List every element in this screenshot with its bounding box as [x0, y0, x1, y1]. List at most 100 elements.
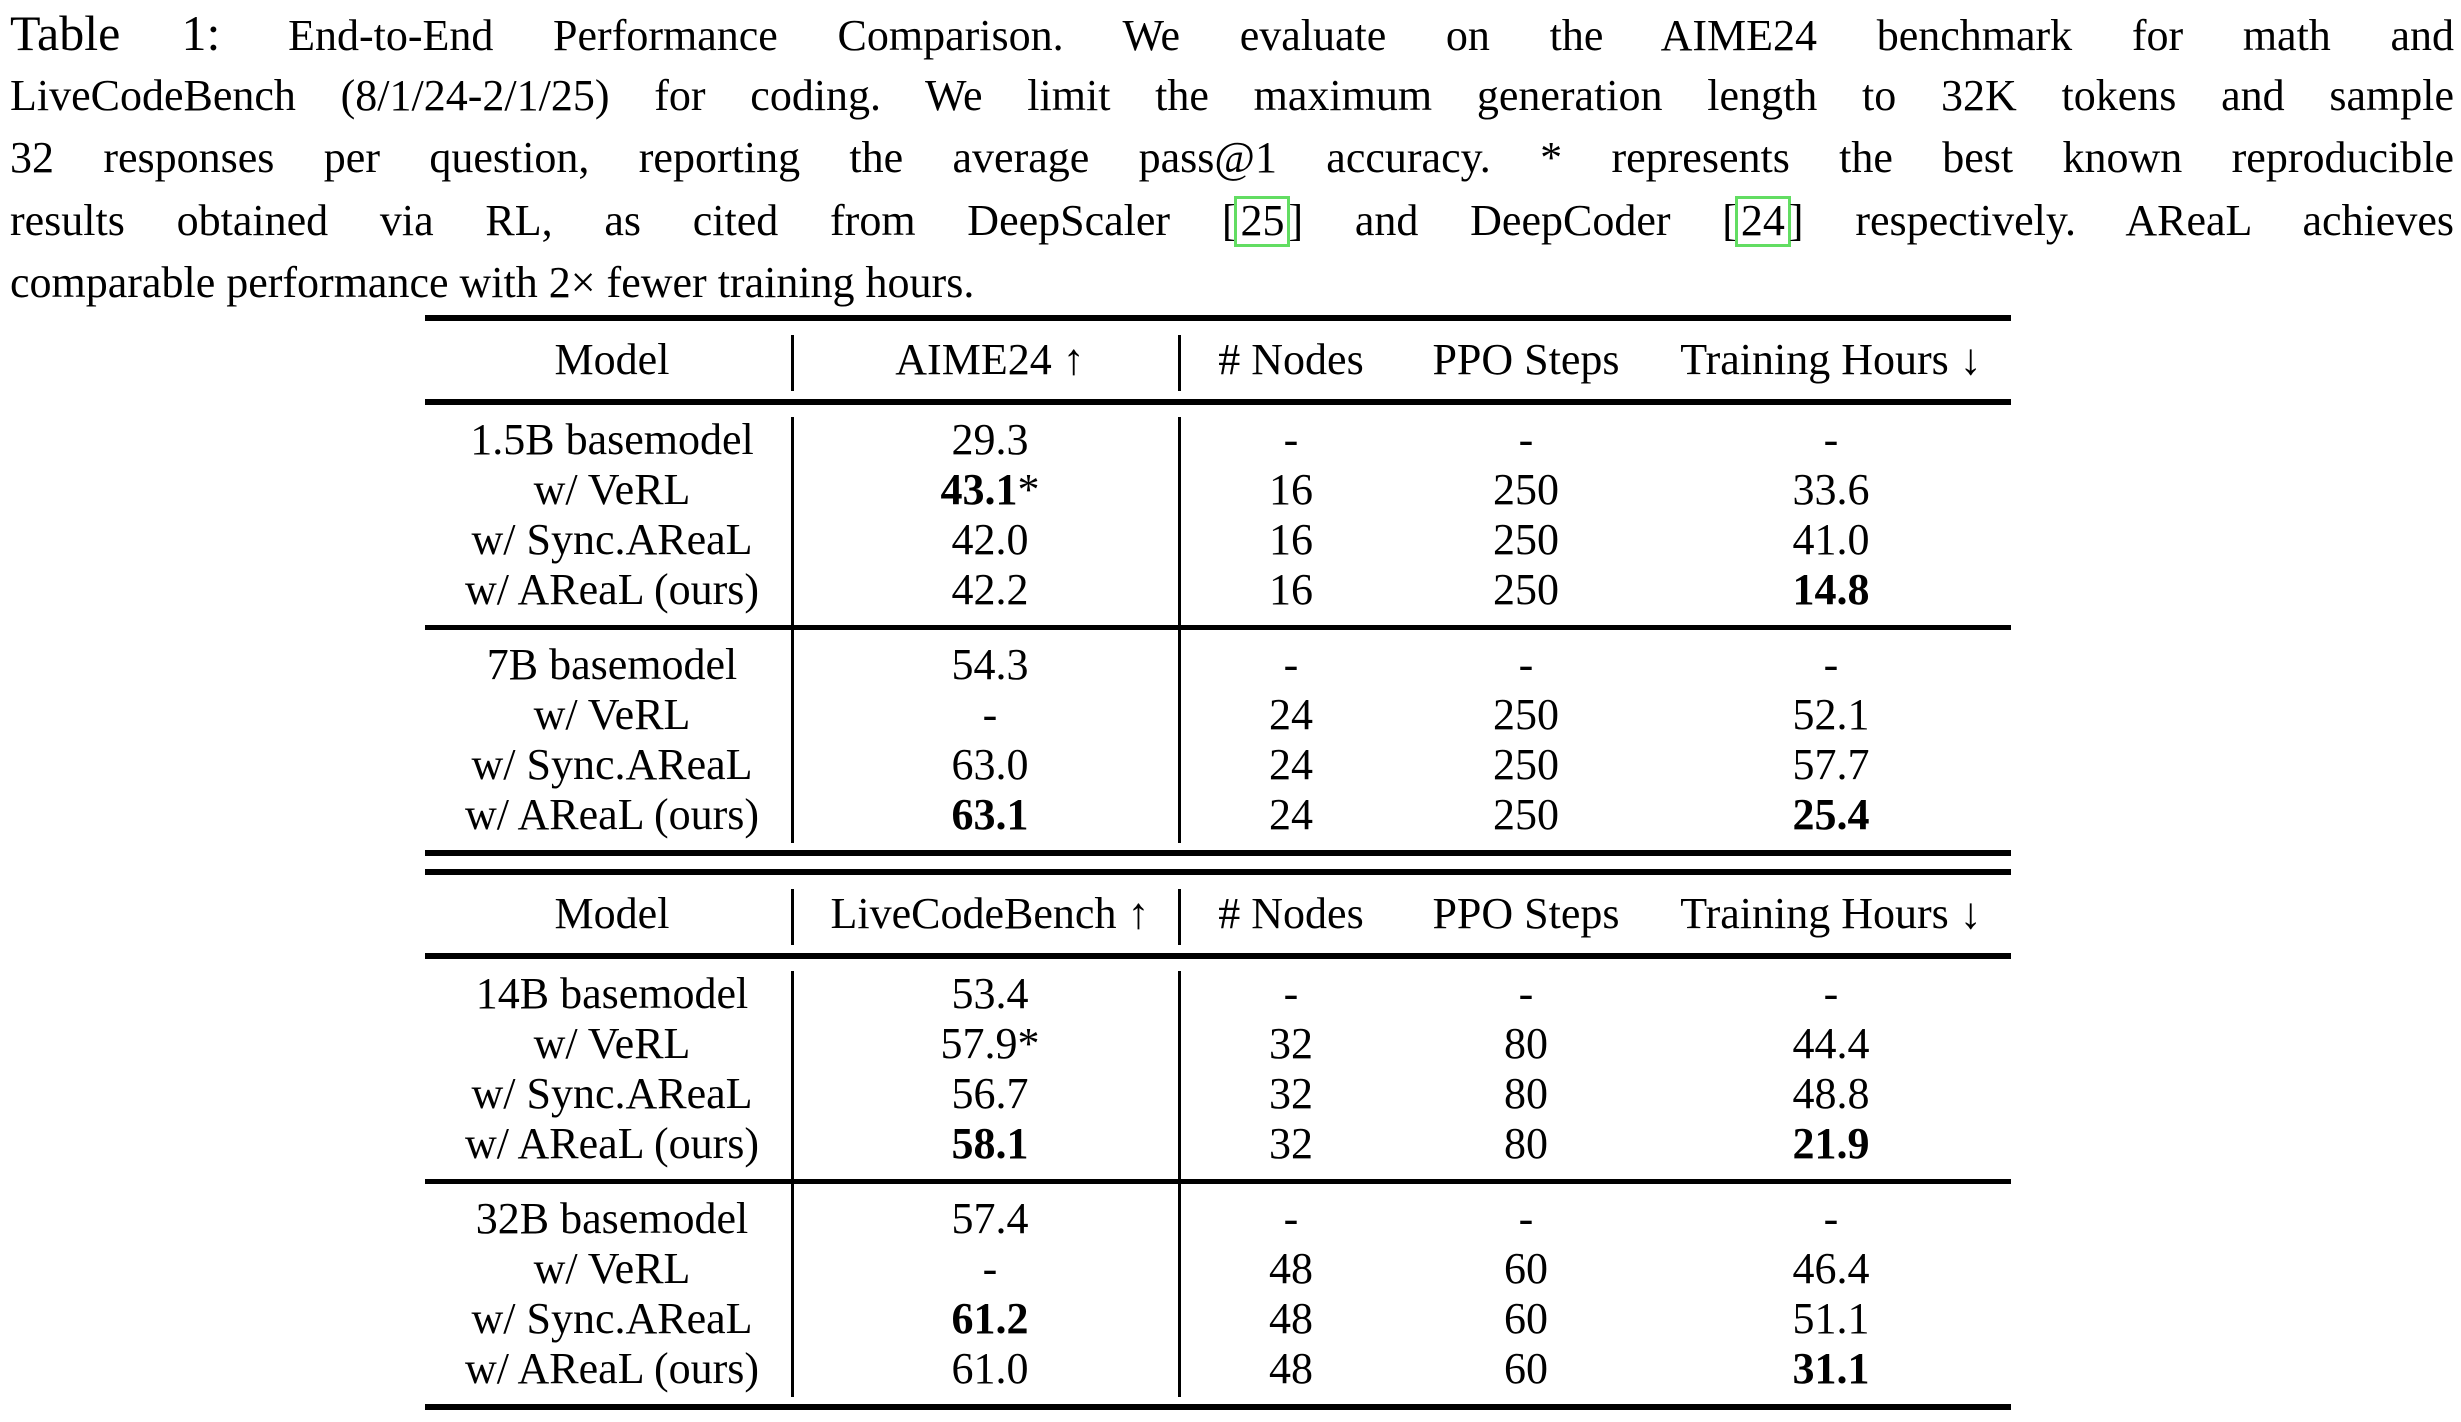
cell-text: 60 — [1504, 1244, 1548, 1293]
cell-text: w/ VeRL — [533, 1244, 691, 1293]
value-cell: - — [799, 1244, 1181, 1294]
value-cell: 63.1 — [799, 790, 1181, 840]
value-cell: 60 — [1401, 1244, 1651, 1294]
cell-text: w/ Sync.AReaL — [471, 1069, 753, 1118]
cell-text: 32 — [1269, 1119, 1313, 1168]
cell-text: - — [1823, 415, 1839, 464]
value-cell: 48 — [1181, 1344, 1401, 1394]
value-cell: 250 — [1401, 790, 1651, 840]
row-group: 32B basemodel 57.4- - - w/ VeRL -48 60 46.4 w/ S… — [425, 1184, 2011, 1404]
value-cell: - — [1401, 1194, 1651, 1244]
caption-text: ] respectively. AReaL achieves — [1788, 195, 2454, 245]
value-cell: 250 — [1401, 515, 1651, 565]
cell-text: 16 — [1269, 565, 1313, 614]
value-cell: - — [799, 690, 1181, 740]
model-cell: 1.5B basemodel — [425, 415, 799, 465]
table-row: w/ VeRL 43.1* 16 250 33.6 — [425, 465, 2011, 515]
cell-text: w/ VeRL — [533, 465, 691, 514]
cell-text: 53.4 — [951, 969, 1029, 1018]
cell-text: 25.4 — [1792, 790, 1870, 839]
caption-text: 32 responses per question, reporting the… — [10, 133, 2454, 182]
horizontal-rule — [425, 953, 2011, 959]
cell-text: w/ AReaL (ours) — [464, 565, 760, 614]
cell-text: 80 — [1504, 1019, 1548, 1068]
cell-text: 63.1 — [951, 790, 1029, 839]
cell-text: 250 — [1493, 565, 1559, 614]
cell-text: 56.7 — [951, 1069, 1029, 1118]
row-group: 1.5B basemodel 29.3 - - - w/ VeRL 43.1* 16 250 33… — [425, 405, 2011, 625]
value-cell: 24 — [1181, 690, 1401, 740]
column-header: Training Hours ↓ — [1680, 335, 1982, 384]
table-livecodebench: Model LiveCodeBench ↑ # Nodes PPO Steps Trai… — [425, 869, 2011, 1410]
citation-ref[interactable]: 24 — [1734, 195, 1791, 247]
cell-text: 16 — [1269, 515, 1313, 564]
column-separator — [1178, 971, 1181, 1397]
table-row: w/ Sync.AReaL 42.0 16 250 41.0 — [425, 515, 2011, 565]
table-row: 1.5B basemodel 29.3 - - - — [425, 415, 2011, 465]
cell-text: 52.1 — [1792, 690, 1870, 739]
value-cell: 60 — [1401, 1344, 1651, 1394]
cell-text: 14.8 — [1792, 565, 1870, 614]
value-cell: - — [1181, 1194, 1401, 1244]
value-cell: - — [1651, 969, 2011, 1019]
table-caption: Table 1: End-to-End Performance Comparis… — [10, 2, 2454, 315]
value-cell: - — [1401, 640, 1651, 690]
value-cell: 16 — [1181, 515, 1401, 565]
value-cell: 250 — [1401, 465, 1651, 515]
caption-text: LiveCodeBench (8/1/24-2/1/25) for coding… — [10, 70, 2454, 120]
value-cell: 57.9* — [799, 1019, 1181, 1069]
value-cell: 60 — [1401, 1294, 1651, 1344]
cell-text: w/ Sync.AReaL — [471, 515, 753, 564]
column-separator — [791, 889, 794, 945]
cell-text: 63.0 — [951, 740, 1029, 789]
value-cell: - — [1401, 415, 1651, 465]
table-header-row: Model LiveCodeBench ↑ # Nodes PPO Steps Trai… — [425, 875, 2011, 953]
horizontal-rule — [425, 399, 2011, 405]
value-cell: 57.7 — [1651, 740, 2011, 790]
cell-text: w/ Sync.AReaL — [471, 1294, 753, 1343]
value-cell: 48 — [1181, 1294, 1401, 1344]
value-cell: 58.1 — [799, 1119, 1181, 1169]
cell-text: 32 — [1269, 1019, 1313, 1068]
caption-line: comparable performance with 2× fewer tra… — [10, 252, 2454, 315]
table-row: w/ AReaL (ours) 58.1 32 80 21.9 — [425, 1119, 2011, 1169]
cell-text: - — [1283, 969, 1299, 1018]
value-cell: 32 — [1181, 1069, 1401, 1119]
value-cell: 80 — [1401, 1019, 1651, 1069]
cell-text: 24 — [1269, 790, 1313, 839]
column-header: PPO Steps — [1432, 889, 1620, 938]
row-group: 14B basemodel 53.4 - - - w/ VeRL 57.9* 32 80 44.4… — [425, 959, 2011, 1179]
value-cell: 29.3 — [799, 415, 1181, 465]
cell-text: 29.3 — [951, 415, 1029, 464]
cell-text: 250 — [1493, 465, 1559, 514]
table-row: w/ VeRL - 24 250 52.1 — [425, 690, 2011, 740]
model-cell: w/ AReaL (ours) — [425, 790, 799, 840]
caption-text: results obtained via RL, as cited from D… — [10, 195, 1237, 245]
cell-text: 58.1 — [951, 1119, 1029, 1168]
citation-ref[interactable]: 25 — [1234, 195, 1291, 247]
column-header: AIME24 ↑ — [895, 335, 1085, 384]
value-cell: 52.1 — [1651, 690, 2011, 740]
value-cell: 250 — [1401, 690, 1651, 740]
table-row: 7B basemodel 54.3 - - - — [425, 640, 2011, 690]
column-separator — [791, 417, 794, 843]
column-header: Model — [554, 889, 670, 938]
column-header: Training Hours ↓ — [1680, 889, 1982, 938]
horizontal-rule — [425, 1404, 2011, 1410]
cell-text: 48.8 — [1792, 1069, 1870, 1118]
cell-text: - — [982, 1244, 998, 1293]
value-cell: 43.1* — [799, 465, 1181, 515]
value-cell: 24 — [1181, 740, 1401, 790]
model-cell: w/ VeRL — [425, 465, 799, 515]
cell-text: - — [1823, 640, 1839, 689]
caption-text: comparable performance with 2× fewer tra… — [10, 258, 975, 307]
cell-text: - — [1518, 640, 1534, 689]
model-cell: w/ Sync.AReaL — [425, 740, 799, 790]
cell-text: 21.9 — [1792, 1119, 1870, 1168]
model-cell: w/ VeRL — [425, 1019, 799, 1069]
horizontal-rule — [425, 850, 2011, 856]
cell-text: - — [1283, 640, 1299, 689]
value-cell: 32 — [1181, 1019, 1401, 1069]
table-header-row: Model AIME24 ↑ # Nodes PPO Steps Training Ho… — [425, 321, 2011, 399]
